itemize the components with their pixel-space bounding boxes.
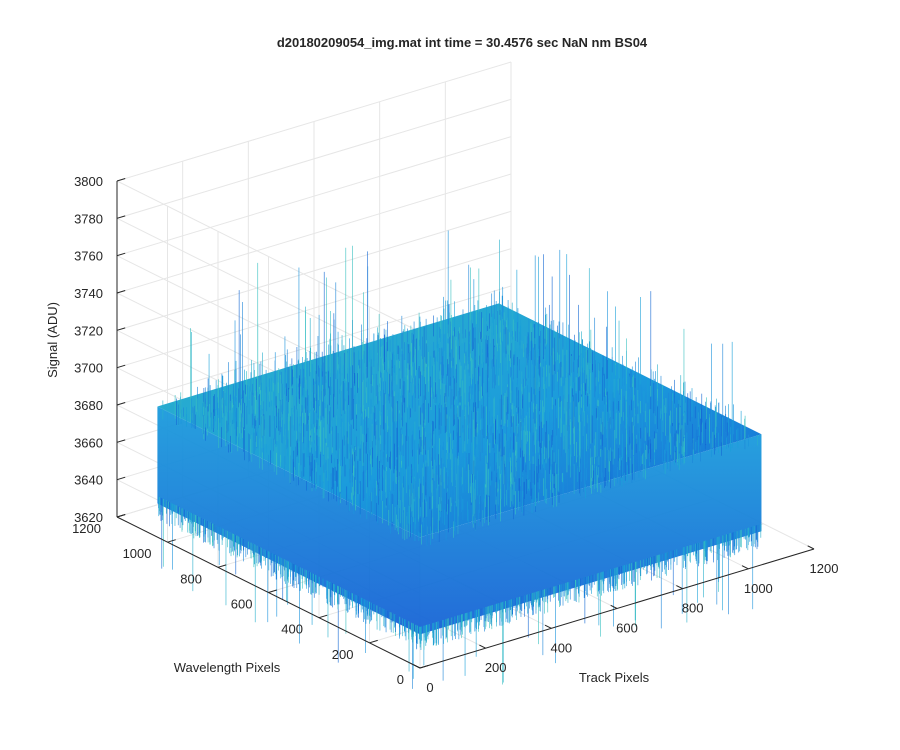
grid-line: [116, 180, 421, 333]
z-tick-label: 3640: [74, 473, 103, 488]
axes: 0 200 400 600 800 1000 1200 0 200 400 600 800 1000 12…: [72, 174, 838, 695]
grid-line: [116, 248, 512, 369]
x-tick-label: 400: [550, 640, 572, 655]
grid-line: [116, 285, 512, 406]
x-tick-label: 1200: [810, 561, 839, 576]
z-tick: [116, 215, 126, 219]
y-tick-label: 800: [180, 571, 202, 586]
z-tick: [116, 439, 126, 443]
z-tick: [116, 178, 126, 182]
x-tick: [610, 604, 618, 609]
z-tick: [116, 252, 126, 257]
x-tick: [479, 644, 486, 649]
x-tick: [544, 624, 552, 629]
z-tick-label: 3700: [74, 361, 103, 376]
y-tick-label: 1200: [72, 521, 101, 536]
y-tick: [419, 665, 429, 669]
z-tick: [116, 476, 126, 481]
surface-noise: [158, 230, 762, 689]
z-tick-label: 3720: [74, 323, 103, 338]
surface-side-right: [420, 434, 762, 635]
z-tick-label: 3660: [74, 435, 103, 450]
y-tick: [217, 564, 227, 568]
chart-title: d20180209054_img.mat int time = 30.4576 …: [277, 35, 648, 50]
z-tick-label: 3780: [74, 211, 103, 226]
x-tick: [676, 585, 683, 590]
grid-line: [116, 98, 512, 219]
z-tick: [116, 364, 126, 369]
grid-line: [116, 210, 512, 331]
x-tick: [807, 545, 815, 550]
x-axis-label: Track Pixels: [579, 670, 650, 685]
z-tick: [116, 290, 126, 294]
grid-line: [116, 61, 512, 182]
x-tick-label: 600: [616, 621, 638, 636]
x-tick-label: 0: [426, 680, 433, 695]
z-tick-label: 3760: [74, 249, 103, 264]
z-tick-label: 3620: [74, 510, 103, 525]
y-axis-label: Wavelength Pixels: [174, 660, 281, 675]
y-tick: [167, 539, 176, 543]
y-tick-label: 1000: [123, 546, 152, 561]
z-tick-label: 3680: [74, 398, 103, 413]
x-tick-label: 800: [682, 601, 704, 616]
y-tick: [318, 614, 328, 619]
surface-mesh: [157, 230, 762, 689]
y-tick: [369, 639, 378, 644]
z-tick: [116, 402, 126, 406]
y-tick-label: 0: [397, 672, 404, 687]
x-tick: [413, 664, 421, 669]
surface-side-left: [157, 406, 420, 635]
z-tick-label: 3800: [74, 174, 103, 189]
y-tick-label: 600: [231, 597, 253, 612]
x-tick-label: 200: [485, 660, 507, 675]
y-tick-label: 400: [281, 622, 303, 637]
grid-line: [116, 173, 512, 294]
y-tick-label: 200: [332, 647, 354, 662]
x-tick: [741, 565, 749, 570]
z-tick: [116, 327, 126, 331]
z-axis-label: Signal (ADU): [45, 302, 60, 378]
x-tick-label: 1000: [744, 581, 773, 596]
y-tick: [268, 589, 277, 593]
z-tick: [116, 514, 126, 518]
z-tick-label: 3740: [74, 286, 103, 301]
grid-line: [116, 136, 512, 257]
